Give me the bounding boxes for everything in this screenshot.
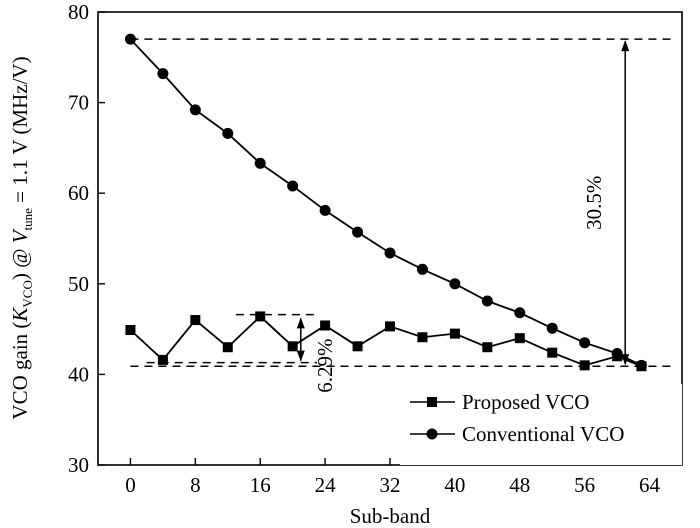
legend-marker-conventional <box>426 428 438 440</box>
y-title-v-sub: tune <box>20 208 35 231</box>
data-point-proposed <box>222 342 233 353</box>
legend-label-proposed: Proposed VCO <box>462 390 589 414</box>
annotation-label-30-5: 30.5% <box>582 176 606 230</box>
arrow-head <box>296 350 305 362</box>
data-point-conventional <box>635 359 647 371</box>
legend: Proposed VCO Conventional VCO <box>400 384 682 465</box>
data-point-proposed <box>482 342 493 353</box>
series-line-conventional <box>129 38 642 367</box>
y-axis-title: VCO gain (KVCO) @ Vtune = 1.1 V (MHz/V) <box>8 56 35 419</box>
data-point-conventional <box>352 226 364 238</box>
y-title-mid: ) @ <box>8 243 32 280</box>
data-point-conventional <box>384 247 396 259</box>
data-point-conventional <box>579 337 591 349</box>
y-tick-label: 70 <box>68 91 89 115</box>
data-point-conventional <box>449 278 461 290</box>
data-point-conventional <box>287 180 299 192</box>
x-tick-label: 64 <box>639 473 661 497</box>
data-point-proposed <box>287 341 298 352</box>
data-point-proposed <box>352 341 363 352</box>
data-point-proposed <box>125 325 136 336</box>
data-point-proposed <box>449 328 460 339</box>
x-axis-title: Sub-band <box>350 504 431 528</box>
x-tick-label: 16 <box>250 473 271 497</box>
y-tick-label: 80 <box>68 0 89 24</box>
data-point-conventional <box>514 307 526 319</box>
arrow-head <box>296 317 305 329</box>
x-tick-label: 0 <box>125 473 136 497</box>
y-tick-label: 50 <box>68 272 89 296</box>
data-point-conventional <box>546 322 558 334</box>
data-point-conventional <box>254 157 266 169</box>
data-point-conventional <box>189 104 201 116</box>
data-point-conventional <box>611 348 623 360</box>
data-point-proposed <box>157 354 168 365</box>
annotation-label-6-29: 6.29% <box>313 338 337 392</box>
data-point-proposed <box>547 347 558 358</box>
y-title-k-sub: VCO <box>20 280 35 307</box>
arrow-head <box>621 40 630 52</box>
annotations <box>130 38 674 367</box>
legend-label-conventional: Conventional VCO <box>462 422 624 446</box>
data-point-conventional <box>416 263 428 275</box>
legend-marker-proposed <box>427 397 437 407</box>
data-point-conventional <box>157 68 169 80</box>
data-point-conventional <box>222 127 234 139</box>
x-tick-label: 8 <box>190 473 201 497</box>
data-point-proposed <box>190 315 201 326</box>
x-tick-label: 48 <box>509 473 530 497</box>
y-title-suffix: = 1.1 V (MHz/V) <box>8 56 32 208</box>
x-tick-label: 40 <box>444 473 465 497</box>
axis-ticks: 0 8 16 24 32 40 48 56 64 30 40 50 60 70 80 <box>68 0 661 497</box>
x-tick-label: 24 <box>315 473 337 497</box>
data-point-proposed <box>514 333 525 344</box>
data-point-conventional <box>481 295 493 307</box>
y-tick-label: 40 <box>68 362 89 386</box>
data-point-conventional <box>319 204 331 216</box>
series-group <box>124 33 647 372</box>
data-point-conventional <box>124 33 136 45</box>
y-tick-label: 30 <box>68 453 89 477</box>
y-title-prefix: VCO gain ( <box>8 322 32 420</box>
data-point-proposed <box>417 332 428 343</box>
data-point-proposed <box>579 360 590 371</box>
data-point-proposed <box>385 321 395 332</box>
y-title-v: V <box>8 228 32 243</box>
data-point-proposed <box>255 311 266 322</box>
y-tick-label: 60 <box>68 181 89 205</box>
x-tick-label: 56 <box>574 473 595 497</box>
y-title-k: K <box>8 307 32 323</box>
data-point-proposed <box>320 320 331 331</box>
x-tick-label: 32 <box>380 473 401 497</box>
